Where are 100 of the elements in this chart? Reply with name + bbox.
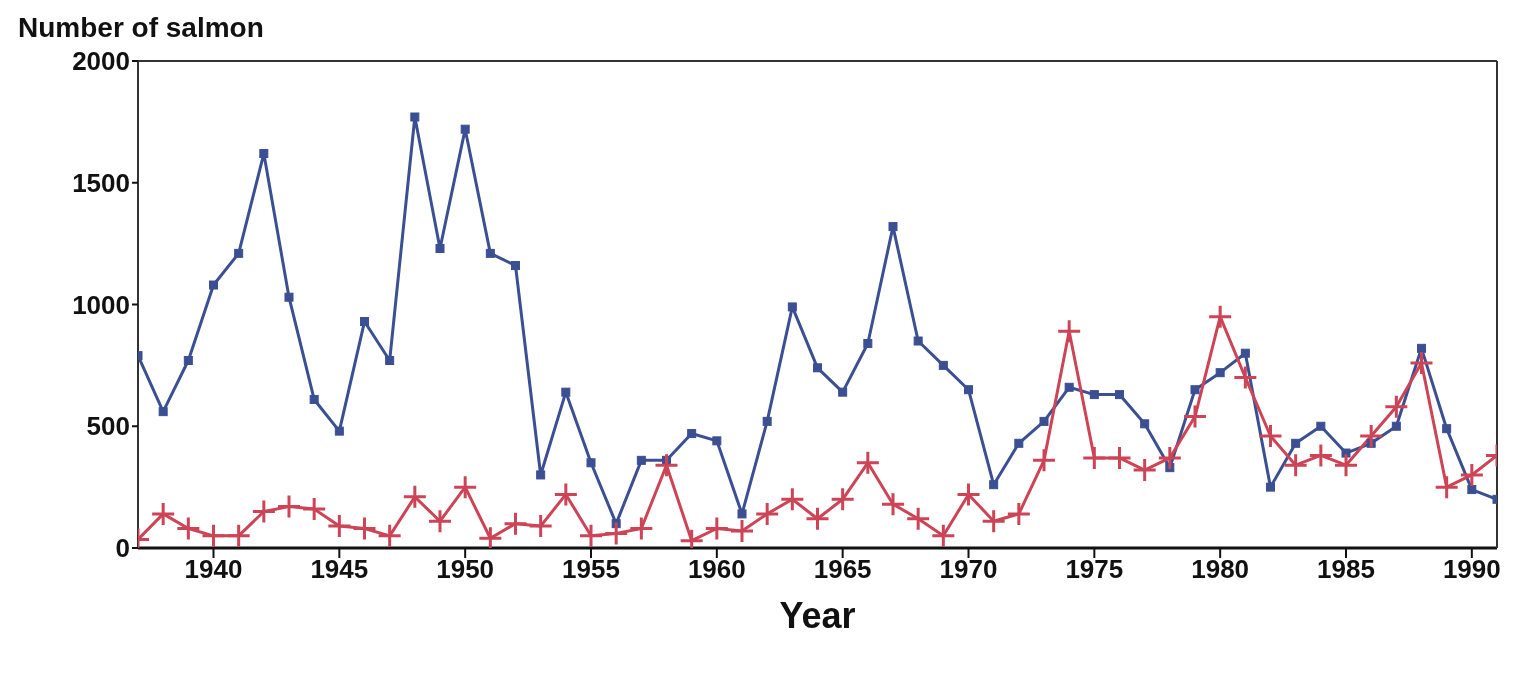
- point: [152, 502, 175, 525]
- y-tick-label: 2000: [72, 46, 130, 77]
- point: [1033, 449, 1055, 472]
- y-tick-label: 0: [115, 533, 130, 564]
- point: [183, 356, 193, 366]
- point: [561, 387, 571, 397]
- point: [1014, 438, 1024, 448]
- point: [1190, 385, 1200, 395]
- point: [1108, 446, 1131, 469]
- point: [1209, 305, 1232, 328]
- point: [1039, 416, 1049, 426]
- point: [787, 302, 797, 312]
- point: [655, 454, 678, 477]
- point: [938, 360, 948, 370]
- point: [907, 507, 930, 530]
- point: [1007, 502, 1030, 525]
- point: [378, 524, 401, 547]
- point: [1083, 446, 1106, 469]
- point: [982, 510, 1005, 533]
- point: [781, 488, 804, 511]
- point: [1240, 348, 1250, 358]
- point: [334, 426, 344, 436]
- point: [712, 436, 722, 446]
- y-tick-label: 500: [86, 411, 130, 442]
- x-tick-label: 1975: [1065, 554, 1124, 585]
- point: [1417, 343, 1426, 353]
- point: [454, 476, 477, 499]
- x-tick-label: 1985: [1317, 554, 1375, 585]
- x-tick-label: 1990: [1442, 554, 1501, 585]
- point: [485, 248, 495, 258]
- point: [831, 488, 854, 511]
- point: [1360, 424, 1383, 447]
- point: [1259, 424, 1282, 447]
- point: [1266, 482, 1275, 492]
- point: [504, 512, 527, 535]
- y-tick-label: 1000: [72, 289, 130, 320]
- point: [1442, 424, 1452, 434]
- point: [227, 524, 250, 547]
- point: [259, 149, 269, 159]
- point: [932, 524, 955, 547]
- x-tick-label: 1940: [184, 554, 243, 585]
- point: [1309, 444, 1332, 467]
- point: [813, 363, 822, 373]
- point: [328, 515, 351, 538]
- point: [1184, 405, 1206, 428]
- point: [957, 483, 980, 506]
- point: [209, 280, 218, 290]
- point: [1064, 382, 1074, 392]
- point: [586, 458, 596, 468]
- point: [580, 524, 602, 547]
- point: [385, 356, 395, 366]
- point: [756, 502, 779, 525]
- point: [762, 416, 772, 426]
- point: [806, 507, 829, 530]
- point: [1467, 485, 1477, 495]
- point: [1316, 421, 1326, 431]
- point: [1140, 419, 1150, 429]
- y-tick-label: 1500: [72, 167, 130, 198]
- x-tick-label: 1960: [687, 554, 746, 585]
- point: [460, 124, 470, 134]
- point: [158, 407, 168, 417]
- x-tick-label: 1980: [1191, 554, 1250, 585]
- point: [529, 515, 552, 538]
- x-tick-label: 1955: [562, 554, 620, 585]
- point: [278, 495, 300, 518]
- point: [1158, 446, 1181, 469]
- point: [630, 517, 653, 540]
- point: [234, 248, 244, 258]
- point: [177, 517, 200, 540]
- point: [1435, 476, 1458, 499]
- x-tick-label: 1950: [436, 554, 495, 585]
- point: [360, 317, 369, 327]
- point: [989, 480, 999, 490]
- point: [1460, 463, 1483, 486]
- y-axis-title: Number of salmon: [18, 11, 265, 45]
- point: [964, 385, 973, 395]
- point: [429, 510, 451, 533]
- x-axis-title: Year: [779, 595, 856, 636]
- point: [202, 524, 225, 547]
- point: [856, 451, 879, 474]
- x-tick-label: 1945: [310, 554, 369, 585]
- x-tick-label: 1970: [939, 554, 998, 585]
- point: [1385, 395, 1408, 418]
- point: [1115, 390, 1124, 400]
- point: [1291, 438, 1301, 448]
- point: [636, 455, 646, 465]
- point: [309, 394, 319, 404]
- point: [687, 429, 697, 439]
- point: [479, 527, 502, 548]
- point: [705, 517, 728, 540]
- point: [353, 517, 376, 540]
- point: [605, 522, 628, 545]
- point: [554, 483, 577, 506]
- point: [1410, 351, 1433, 374]
- x-tick-label: 1965: [813, 554, 872, 585]
- point: [1133, 459, 1156, 482]
- point: [403, 485, 426, 508]
- point: [1058, 320, 1081, 343]
- point: [1089, 390, 1099, 400]
- point: [1335, 454, 1357, 477]
